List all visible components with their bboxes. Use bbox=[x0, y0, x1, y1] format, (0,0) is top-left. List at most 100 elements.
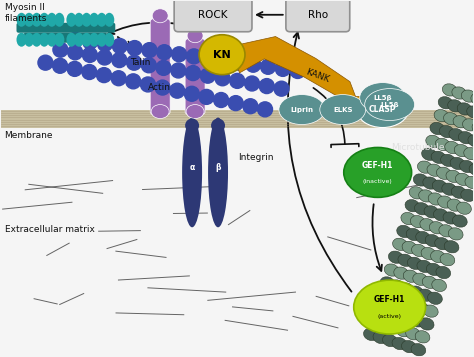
Ellipse shape bbox=[39, 13, 49, 27]
Ellipse shape bbox=[413, 174, 428, 186]
Ellipse shape bbox=[410, 315, 425, 327]
Circle shape bbox=[257, 102, 273, 117]
Ellipse shape bbox=[360, 82, 406, 112]
Ellipse shape bbox=[438, 196, 452, 208]
Ellipse shape bbox=[182, 117, 202, 227]
Ellipse shape bbox=[439, 125, 454, 138]
Ellipse shape bbox=[453, 116, 468, 128]
Ellipse shape bbox=[401, 312, 415, 324]
Ellipse shape bbox=[422, 148, 437, 160]
Ellipse shape bbox=[104, 33, 114, 47]
Ellipse shape bbox=[423, 177, 438, 189]
Circle shape bbox=[171, 63, 186, 78]
Ellipse shape bbox=[417, 260, 432, 272]
Text: CLASP: CLASP bbox=[369, 105, 396, 114]
Ellipse shape bbox=[372, 302, 387, 315]
Ellipse shape bbox=[423, 305, 438, 317]
Ellipse shape bbox=[409, 187, 424, 199]
Ellipse shape bbox=[414, 302, 428, 314]
Circle shape bbox=[97, 67, 111, 82]
Ellipse shape bbox=[354, 280, 426, 334]
Circle shape bbox=[243, 99, 258, 114]
Text: Integrin: Integrin bbox=[238, 153, 273, 162]
Ellipse shape bbox=[432, 279, 447, 292]
FancyBboxPatch shape bbox=[24, 33, 107, 43]
Ellipse shape bbox=[418, 161, 432, 173]
Circle shape bbox=[185, 66, 201, 81]
Circle shape bbox=[231, 55, 246, 70]
Ellipse shape bbox=[387, 322, 401, 334]
Ellipse shape bbox=[395, 296, 410, 308]
Ellipse shape bbox=[24, 33, 34, 47]
Ellipse shape bbox=[426, 135, 440, 147]
Ellipse shape bbox=[66, 33, 76, 47]
Ellipse shape bbox=[406, 328, 420, 340]
Ellipse shape bbox=[211, 119, 225, 132]
Ellipse shape bbox=[447, 199, 462, 211]
Ellipse shape bbox=[421, 247, 436, 260]
Ellipse shape bbox=[399, 283, 414, 295]
Circle shape bbox=[141, 58, 156, 73]
Ellipse shape bbox=[410, 216, 425, 228]
Ellipse shape bbox=[418, 289, 433, 301]
Ellipse shape bbox=[456, 202, 471, 214]
Circle shape bbox=[140, 77, 155, 92]
Ellipse shape bbox=[453, 215, 467, 227]
Ellipse shape bbox=[376, 290, 391, 302]
Ellipse shape bbox=[151, 105, 169, 119]
Ellipse shape bbox=[401, 212, 416, 225]
Ellipse shape bbox=[344, 147, 411, 197]
FancyBboxPatch shape bbox=[286, 0, 350, 32]
FancyBboxPatch shape bbox=[174, 0, 252, 32]
Ellipse shape bbox=[411, 244, 426, 257]
Ellipse shape bbox=[391, 309, 406, 321]
Ellipse shape bbox=[279, 95, 325, 125]
Ellipse shape bbox=[187, 29, 203, 43]
Ellipse shape bbox=[463, 119, 474, 131]
Ellipse shape bbox=[450, 157, 465, 170]
Circle shape bbox=[38, 55, 53, 70]
Ellipse shape bbox=[382, 306, 396, 318]
Text: β: β bbox=[215, 163, 221, 172]
Ellipse shape bbox=[442, 84, 457, 96]
Circle shape bbox=[127, 41, 142, 56]
Ellipse shape bbox=[365, 89, 415, 121]
Circle shape bbox=[68, 45, 82, 60]
Ellipse shape bbox=[444, 112, 458, 125]
Ellipse shape bbox=[465, 176, 474, 188]
Ellipse shape bbox=[449, 129, 464, 141]
Ellipse shape bbox=[425, 235, 440, 247]
Text: Microtubule: Microtubule bbox=[391, 143, 444, 152]
Ellipse shape bbox=[473, 151, 474, 163]
Ellipse shape bbox=[427, 263, 441, 276]
Ellipse shape bbox=[434, 209, 448, 221]
Circle shape bbox=[186, 49, 201, 64]
Text: GEF-H1: GEF-H1 bbox=[362, 161, 393, 170]
Text: Liprin: Liprin bbox=[291, 106, 313, 112]
Ellipse shape bbox=[430, 250, 445, 263]
Text: Talin: Talin bbox=[130, 58, 151, 67]
Text: ROCK: ROCK bbox=[198, 10, 228, 20]
Text: Extracellular matrix: Extracellular matrix bbox=[5, 225, 94, 234]
Ellipse shape bbox=[185, 119, 199, 132]
Ellipse shape bbox=[415, 203, 429, 215]
Ellipse shape bbox=[89, 13, 99, 27]
Circle shape bbox=[201, 68, 215, 83]
Ellipse shape bbox=[199, 35, 245, 75]
Text: (active): (active) bbox=[378, 313, 401, 318]
Ellipse shape bbox=[208, 117, 228, 227]
Ellipse shape bbox=[384, 264, 399, 276]
Ellipse shape bbox=[428, 292, 442, 305]
Text: KANK: KANK bbox=[305, 67, 331, 84]
Text: LL5β: LL5β bbox=[380, 102, 399, 107]
Ellipse shape bbox=[430, 122, 445, 135]
Circle shape bbox=[184, 86, 199, 101]
Circle shape bbox=[155, 80, 170, 95]
Circle shape bbox=[199, 89, 214, 104]
Ellipse shape bbox=[413, 273, 428, 285]
Ellipse shape bbox=[428, 193, 443, 205]
Ellipse shape bbox=[385, 293, 400, 305]
Ellipse shape bbox=[55, 13, 64, 27]
Ellipse shape bbox=[66, 13, 76, 27]
Ellipse shape bbox=[406, 228, 421, 241]
